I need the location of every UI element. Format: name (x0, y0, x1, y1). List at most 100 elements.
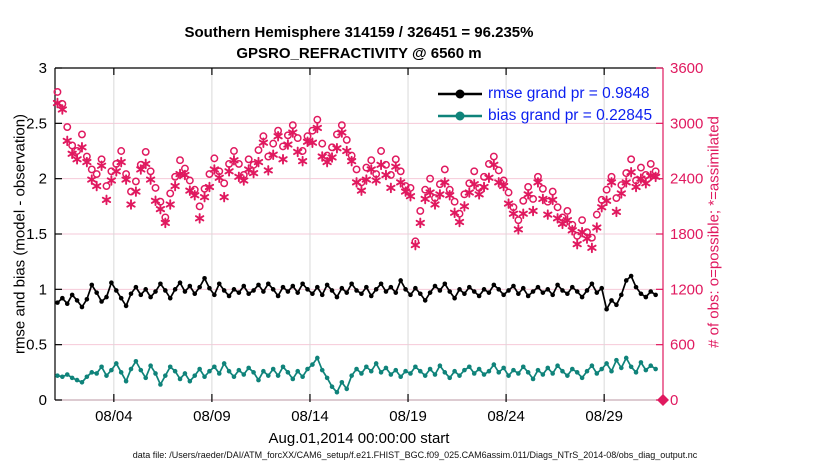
bias-point (109, 367, 114, 373)
bias-point (300, 374, 305, 380)
rmse-point (516, 291, 521, 297)
bias-point (241, 372, 247, 377)
possible-marker (171, 172, 180, 181)
possible-marker (210, 154, 219, 163)
possible-marker (396, 167, 405, 176)
possible-marker (269, 139, 278, 148)
bias-point (540, 372, 546, 377)
rmse-legend-marker-icon (438, 89, 482, 99)
assimilated-marker (297, 155, 308, 167)
bias-point (368, 368, 374, 374)
bias-point (417, 368, 423, 374)
assimilated-marker (631, 181, 641, 193)
possible-marker (592, 210, 601, 219)
rmse-point (452, 295, 457, 301)
assimilated-marker (263, 165, 273, 176)
assimilated-marker (464, 187, 474, 198)
assimilated-marker (376, 159, 386, 171)
bias-point (207, 368, 212, 374)
possible-marker (78, 130, 86, 139)
bias-point (560, 368, 565, 374)
rmse-point (158, 281, 163, 287)
rmse-point (501, 292, 506, 298)
bias-point (579, 375, 585, 381)
assimilated-marker (435, 189, 445, 200)
bias-point (643, 367, 649, 373)
bias-point (270, 366, 276, 372)
rmse-point (270, 287, 276, 292)
y-right-tick-label: 1800 (670, 226, 703, 243)
chart-title: Southern Hemisphere 314159 / 326451 = 96… (55, 22, 663, 64)
rmse-point (442, 281, 448, 287)
assimilated-marker (273, 130, 283, 142)
assimilated-marker (204, 181, 215, 193)
rmse-point (447, 289, 453, 294)
rmse-point (628, 273, 634, 279)
rmse-point (79, 304, 85, 310)
assimilated-marker (503, 198, 514, 209)
y-right-tick-label: 3600 (670, 60, 703, 77)
assimilated-marker (194, 213, 205, 224)
bias-point (192, 373, 198, 378)
assimilated-marker (62, 135, 72, 147)
bias-point (545, 365, 551, 371)
bias-point (614, 357, 619, 363)
assimilated-marker (209, 164, 220, 175)
legend-label-rmse: rmse grand pr = 0.9848 (488, 85, 650, 102)
x-tick-label: 08/04 (95, 408, 133, 425)
possible-marker (220, 179, 229, 188)
bias-point (113, 361, 119, 366)
assimilated-marker (606, 177, 617, 188)
bias-point (471, 371, 477, 376)
bias-point (511, 367, 516, 373)
assimilated-marker (150, 195, 161, 207)
possible-marker (416, 206, 425, 215)
assimilated-marker (650, 171, 661, 183)
rmse-point (604, 306, 609, 312)
bias-point (197, 366, 202, 372)
bias-point (393, 367, 399, 373)
assimilated-marker (636, 173, 646, 184)
assimilated-marker (538, 193, 548, 205)
assimilated-marker (508, 208, 519, 219)
rmse-point (506, 288, 511, 293)
rmse-point (373, 287, 379, 292)
assimilated-marker (597, 202, 607, 213)
rmse-point (555, 282, 560, 288)
assimilated-marker (224, 166, 234, 177)
bias-point (569, 366, 575, 372)
bias-point (373, 361, 379, 366)
bias-point (481, 372, 487, 377)
assimilated-marker (454, 216, 465, 228)
rmse-point (300, 281, 305, 287)
bias-point (55, 373, 60, 378)
assimilated-marker (587, 242, 597, 254)
assimilated-marker (77, 142, 87, 153)
rmse-point (329, 288, 335, 293)
possible-marker (514, 216, 523, 225)
title-line-1: Southern Hemisphere 314159 / 326451 = 96… (184, 24, 534, 41)
rmse-point (496, 287, 502, 292)
rmse-point (261, 289, 266, 294)
assimilated-marker (180, 169, 190, 181)
assimilated-marker (131, 186, 141, 197)
y-left-tick-label: 0 (39, 392, 47, 409)
rmse-point (427, 290, 433, 295)
bias-point (285, 370, 291, 375)
rmse-point (265, 281, 271, 287)
rmse-point (315, 284, 320, 290)
possible-marker (602, 185, 611, 194)
bias-point (64, 372, 70, 377)
x-tick-label: 08/24 (487, 408, 525, 425)
bias-point (555, 363, 560, 368)
assimilated-marker (92, 180, 102, 192)
legend-item-rmse: rmse grand pr = 0.9848 (437, 84, 652, 104)
rmse-point (89, 282, 95, 288)
rmse-point (128, 291, 134, 297)
rmse-point (251, 288, 256, 293)
assimilated-marker (572, 238, 582, 250)
bias-point (388, 372, 394, 377)
y-left-tick-label: 2 (39, 171, 47, 188)
bias-point (167, 364, 173, 370)
assimilated-marker (312, 122, 322, 134)
